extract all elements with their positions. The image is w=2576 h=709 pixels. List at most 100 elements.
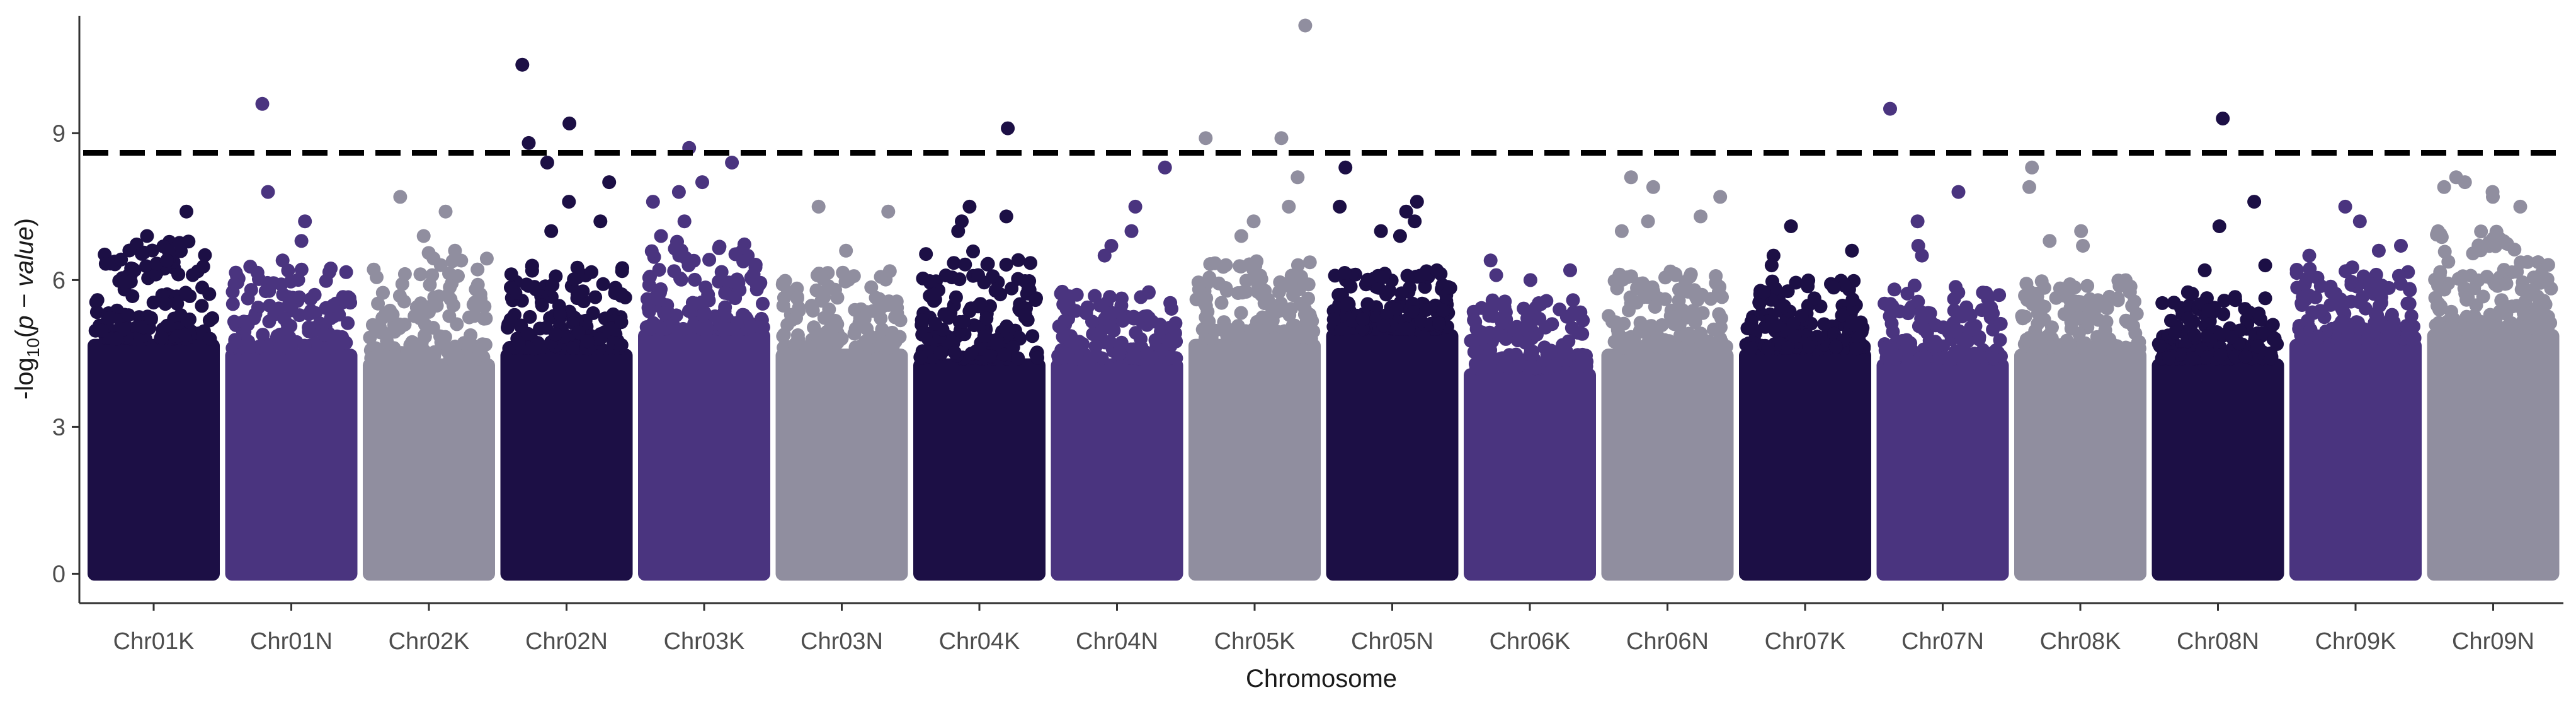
snp-point xyxy=(1483,343,1498,357)
snp-point xyxy=(1292,327,1306,342)
snp-point xyxy=(1951,285,1966,300)
x-axis-ticks: Chr01K Chr01N Chr02K Chr02N Chr03K Chr03N Chr0… xyxy=(113,603,2534,655)
snp-point xyxy=(1534,297,1548,311)
snp-point xyxy=(1807,291,1821,306)
snp-point xyxy=(580,334,595,349)
dense-points-band xyxy=(500,349,633,581)
snp-point xyxy=(2185,351,2199,366)
snp-point xyxy=(2537,316,2551,331)
snp-point xyxy=(1389,302,1404,316)
snp-point xyxy=(1712,307,1726,321)
snp-point xyxy=(2531,289,2545,304)
snp-point xyxy=(2203,314,2217,328)
top-snp-point xyxy=(544,224,559,238)
top-snp-point xyxy=(393,190,407,204)
snp-point xyxy=(790,291,804,306)
top-snp-point xyxy=(677,214,692,229)
top-snp-point xyxy=(1399,204,1413,219)
snp-point xyxy=(2480,270,2494,284)
snp-point xyxy=(1744,341,1758,355)
dense-points-band xyxy=(913,358,1046,581)
snp-point xyxy=(94,323,109,338)
top-snp-point xyxy=(1489,268,1503,282)
snp-point xyxy=(2444,304,2458,319)
snp-point xyxy=(2434,230,2449,245)
snp-point xyxy=(2499,277,2514,291)
snp-point xyxy=(519,277,533,292)
snp-point xyxy=(174,244,188,258)
top-snp-point xyxy=(1483,253,1498,268)
dense-points-band xyxy=(2427,329,2560,581)
snp-point xyxy=(2474,224,2488,239)
snp-point xyxy=(646,316,660,330)
snp-point xyxy=(2058,340,2073,355)
snp-point xyxy=(1068,304,1083,318)
snp-point xyxy=(380,334,394,349)
snp-point xyxy=(1011,253,1025,267)
snp-point xyxy=(1986,351,2001,366)
snp-point xyxy=(1291,258,1305,272)
snp-point xyxy=(869,291,883,305)
snp-point xyxy=(834,332,848,347)
snp-point xyxy=(1264,319,1279,333)
snp-point xyxy=(443,292,458,306)
snp-point xyxy=(2264,351,2278,366)
snp-point xyxy=(2187,328,2202,342)
snp-point xyxy=(186,268,200,282)
snp-point xyxy=(2217,294,2231,308)
snp-point xyxy=(988,284,1003,298)
snp-point xyxy=(814,268,828,282)
snp-point xyxy=(1693,326,1707,341)
snp-point xyxy=(1740,321,1755,335)
snp-point xyxy=(2507,320,2521,335)
snp-point xyxy=(466,297,481,312)
snp-point xyxy=(1564,308,1579,322)
top-snp-point xyxy=(671,185,686,199)
snp-point xyxy=(1768,281,1782,296)
snp-point xyxy=(1127,349,1142,363)
snp-point xyxy=(822,303,836,316)
snp-point xyxy=(1761,341,1775,355)
snp-point xyxy=(596,277,610,291)
snp-point xyxy=(652,263,666,277)
snp-point xyxy=(2119,342,2134,356)
snp-point xyxy=(292,290,307,304)
top-snp-point xyxy=(2437,180,2451,194)
snp-point xyxy=(1532,311,1547,326)
snp-point xyxy=(1802,340,1816,354)
x-tick-label: Chr06N xyxy=(1626,628,1709,655)
snp-point xyxy=(1432,316,1446,331)
snp-point xyxy=(937,307,952,321)
snp-point xyxy=(430,299,444,313)
snp-point xyxy=(2080,310,2094,325)
snp-point xyxy=(122,308,135,323)
dense-points-band xyxy=(1326,329,1459,581)
x-tick-label: Chr09N xyxy=(2452,628,2534,655)
snp-point xyxy=(114,252,128,267)
snp-point xyxy=(1343,279,1358,294)
snp-point xyxy=(2228,293,2242,308)
snp-point xyxy=(893,313,908,328)
snp-point xyxy=(535,298,549,313)
snp-point xyxy=(1334,322,1348,336)
x-tick-label: Chr03N xyxy=(801,628,883,655)
snp-point xyxy=(158,297,173,311)
snp-point xyxy=(657,306,671,320)
top-snp-point xyxy=(2258,258,2272,273)
snp-point xyxy=(501,320,515,335)
snp-point xyxy=(146,296,161,310)
snp-point xyxy=(1114,298,1129,313)
snp-point xyxy=(654,282,668,296)
snp-point xyxy=(958,257,972,272)
snp-point xyxy=(807,320,821,335)
snp-point xyxy=(423,277,437,292)
top-snp-point xyxy=(951,224,966,238)
snp-point xyxy=(504,267,518,282)
snp-point xyxy=(2256,326,2271,340)
snp-point xyxy=(2033,313,2048,327)
snp-point xyxy=(277,335,292,350)
snp-point xyxy=(2129,307,2144,321)
x-tick-label: Chr09K xyxy=(2315,628,2396,655)
x-tick-label: Chr06K xyxy=(1490,628,1571,655)
